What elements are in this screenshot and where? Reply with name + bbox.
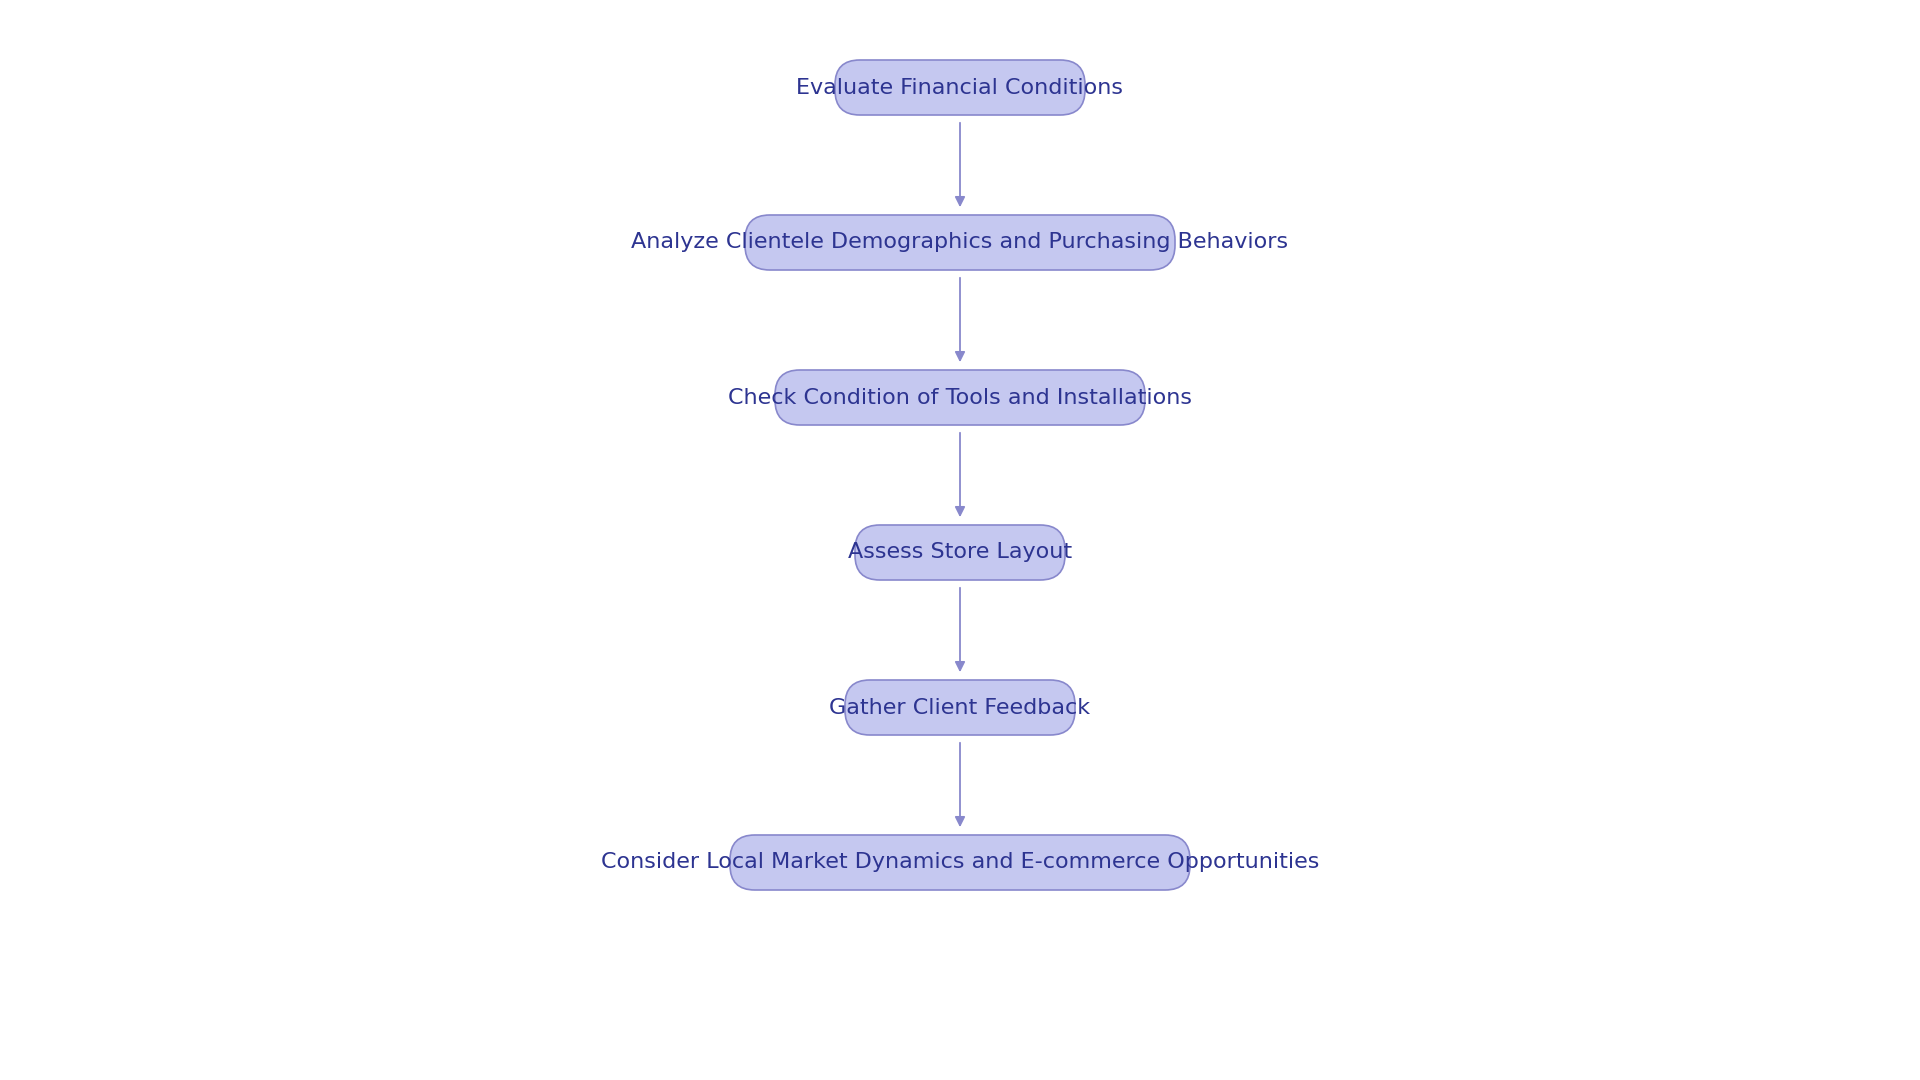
FancyBboxPatch shape (776, 370, 1144, 426)
Text: Gather Client Feedback: Gather Client Feedback (829, 698, 1091, 717)
Text: Analyze Clientele Demographics and Purchasing Behaviors: Analyze Clientele Demographics and Purch… (632, 232, 1288, 253)
FancyBboxPatch shape (845, 680, 1075, 735)
FancyBboxPatch shape (730, 835, 1190, 890)
Text: Assess Store Layout: Assess Store Layout (849, 542, 1071, 563)
FancyBboxPatch shape (835, 60, 1085, 114)
FancyBboxPatch shape (745, 215, 1175, 270)
Text: Evaluate Financial Conditions: Evaluate Financial Conditions (797, 78, 1123, 97)
FancyBboxPatch shape (854, 525, 1066, 580)
Text: Consider Local Market Dynamics and E-commerce Opportunities: Consider Local Market Dynamics and E-com… (601, 852, 1319, 873)
Text: Check Condition of Tools and Installations: Check Condition of Tools and Installatio… (728, 388, 1192, 407)
